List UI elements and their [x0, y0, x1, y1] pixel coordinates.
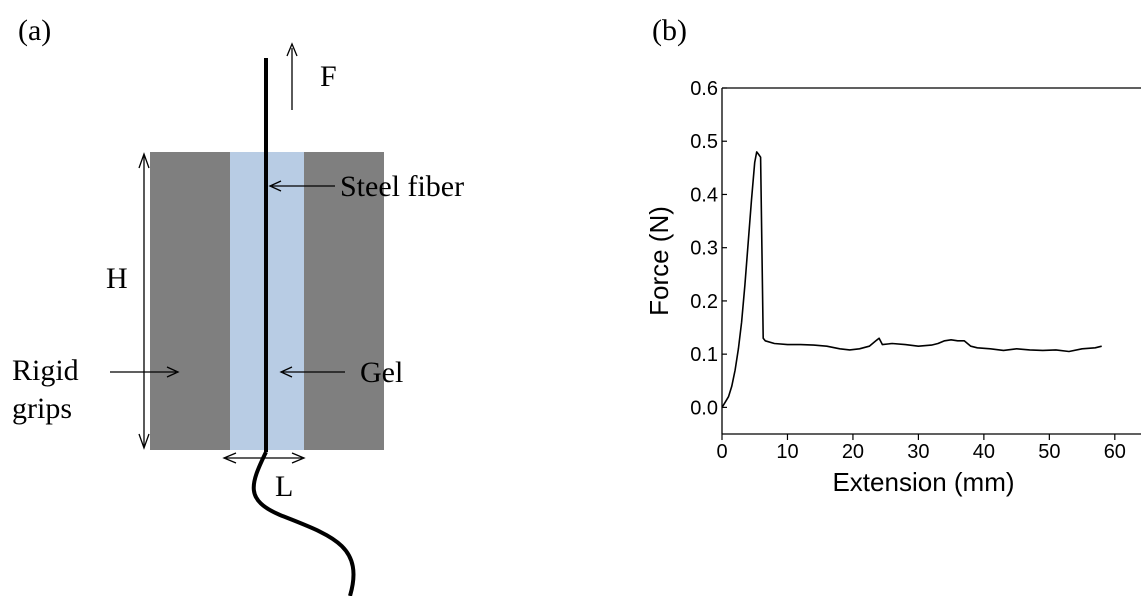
y-tick-label: 0.1 — [690, 344, 718, 366]
height-dimension-top-head — [138, 152, 150, 169]
force-extension-chart: 0 10 20 30 40 50 60 0.0 0.1 0.2 0.3 0.4 0.5 0.6 Extens… — [644, 78, 1141, 497]
grips-label-line1: Rigid — [12, 354, 79, 387]
force-arrow-head — [286, 42, 298, 57]
y-tick-label: 0.6 — [690, 78, 718, 100]
x-tick-label: 0 — [716, 441, 727, 463]
height-dimension-bottom-head — [138, 433, 150, 450]
x-tick-label: 10 — [776, 441, 798, 463]
x-tick-label: 40 — [973, 441, 995, 463]
panel-b: (b) 0 10 20 30 40 50 60 0.0 0.1 0.2 0.3 0.4 0.5 0.6 Ex… — [644, 14, 1141, 497]
y-tick-label: 0.3 — [690, 238, 718, 260]
gel-callout-arrow-head — [279, 366, 293, 378]
width-label: L — [275, 470, 293, 503]
x-tick-label: 30 — [907, 441, 929, 463]
force-extension-series-line — [721, 151, 1102, 408]
left-rigid-grip — [150, 152, 232, 450]
force-label: F — [320, 60, 337, 93]
panel-b-label: (b) — [652, 14, 687, 47]
fiber-callout-arrow-head — [268, 180, 282, 192]
x-tick-label: 20 — [842, 441, 864, 463]
y-axis-title: Force (N) — [644, 206, 674, 316]
y-tick-label: 0.5 — [690, 131, 718, 153]
y-tick-label: 0.4 — [690, 184, 718, 206]
x-axis-title: Extension (mm) — [832, 467, 1014, 497]
y-tick-label: 0.0 — [690, 397, 718, 419]
width-dimension-left-head — [222, 452, 237, 464]
height-label: H — [106, 262, 128, 295]
y-tick-label: 0.2 — [690, 291, 718, 313]
fiber-label: Steel fiber — [340, 170, 464, 203]
x-tick-label: 50 — [1038, 441, 1060, 463]
steel-fiber-tail — [251, 451, 356, 596]
grips-callout-arrow-head — [166, 366, 180, 378]
right-rigid-grip — [304, 152, 384, 450]
panel-a-label: (a) — [18, 14, 51, 47]
grips-label-line2: grips — [12, 392, 72, 425]
x-tick-label: 60 — [1104, 441, 1126, 463]
panel-a: (a) F Steel fiber H Rigid grips Gel L — [12, 14, 464, 596]
width-dimension-right-head — [291, 452, 306, 464]
gel-label: Gel — [360, 356, 403, 389]
